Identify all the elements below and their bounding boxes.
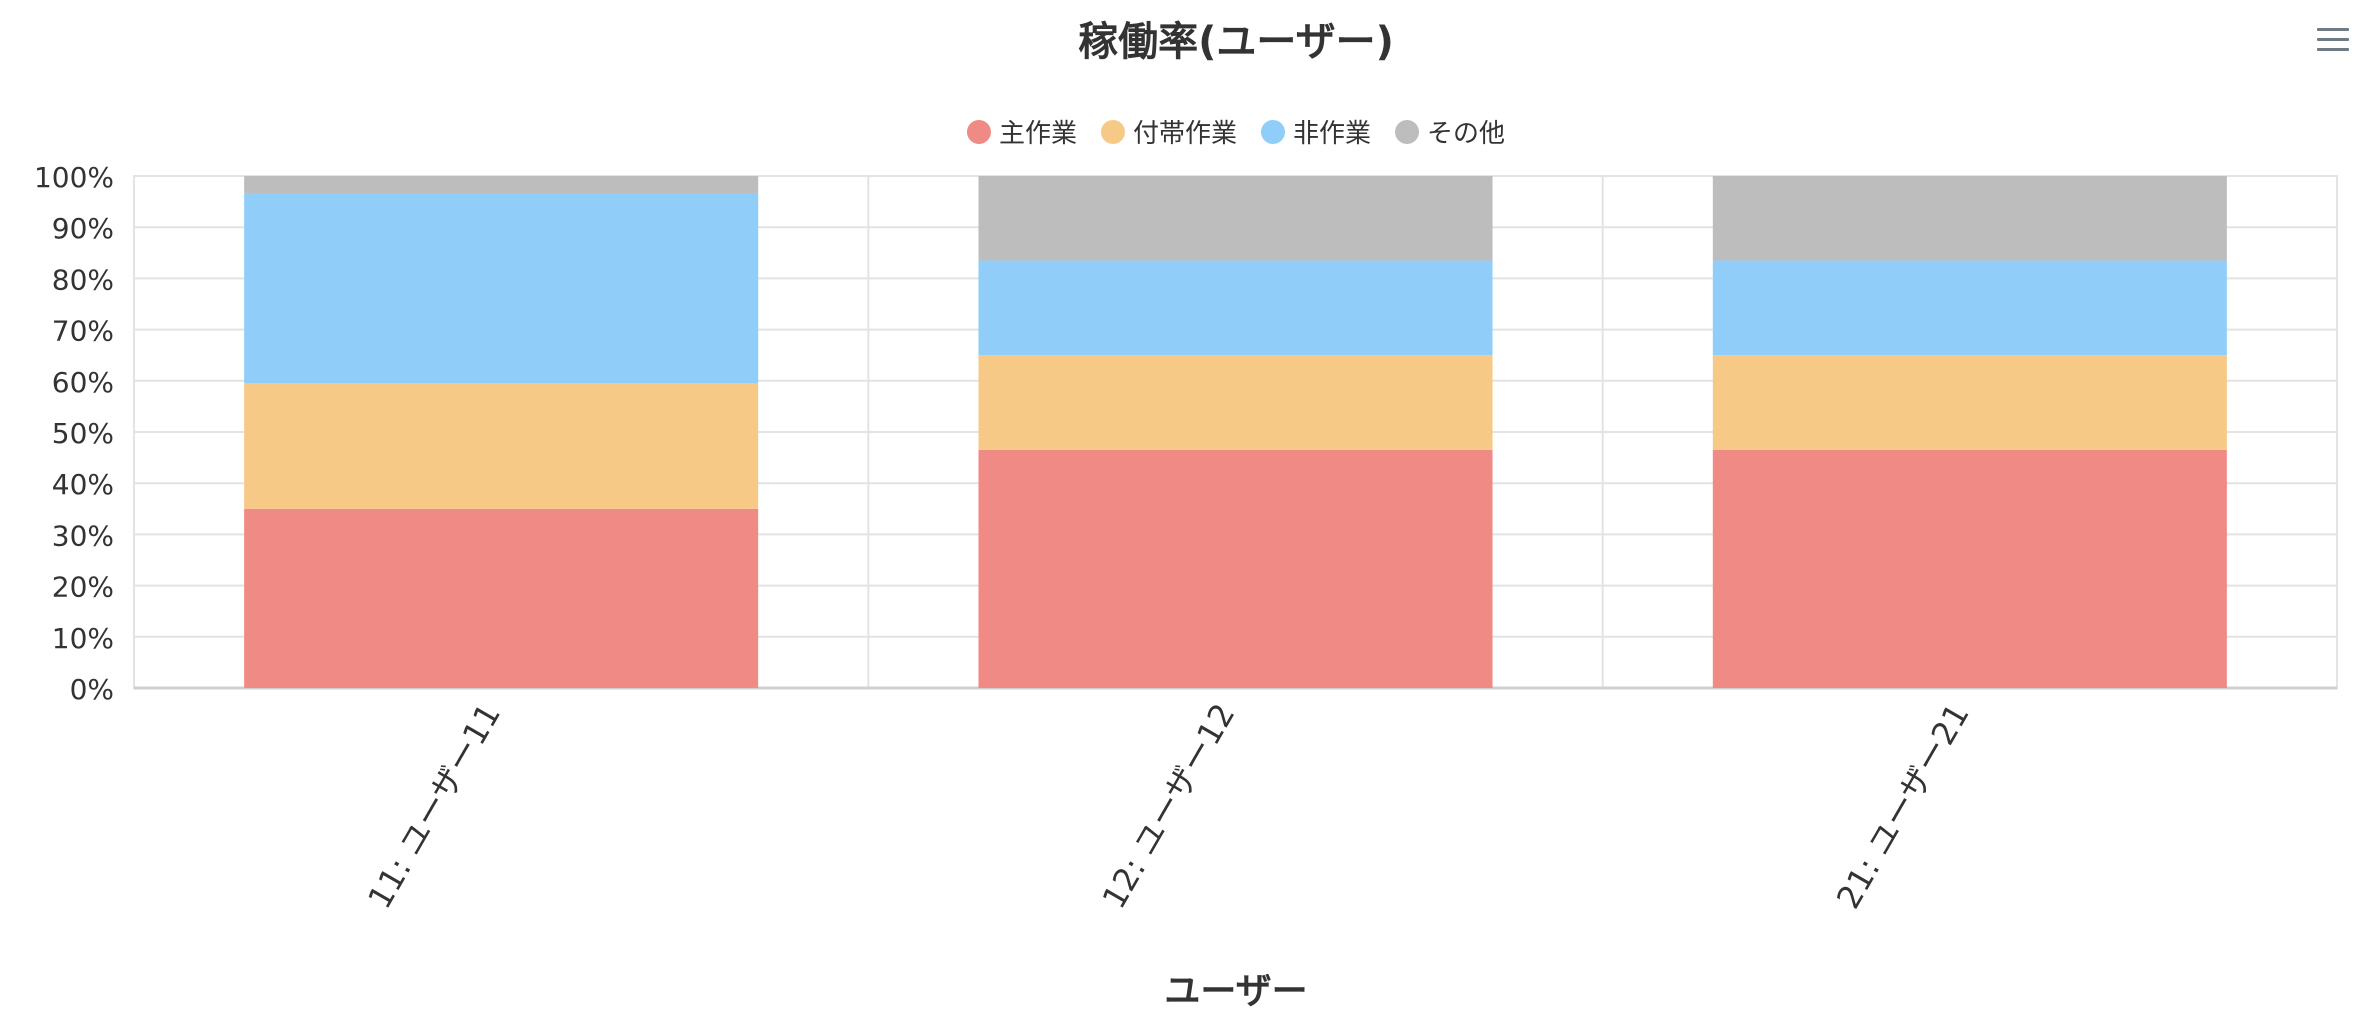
y-tick-label: 0% (70, 673, 114, 706)
y-tick-label: 100% (34, 161, 114, 194)
y-tick-label: 90% (52, 212, 114, 245)
x-tick-label: 11: ユーザー11 (360, 697, 508, 915)
x-axis-title: ユーザー (1164, 971, 1307, 1012)
menu-line (2317, 47, 2349, 51)
y-tick-label: 60% (52, 366, 114, 399)
y-tick-label: 10% (52, 622, 114, 655)
bar-segment[interactable] (978, 355, 1493, 450)
y-tick-label: 30% (52, 519, 114, 552)
legend-label: その他 (1427, 119, 1505, 149)
bar-segment[interactable] (1712, 355, 2227, 450)
legend-marker (1395, 120, 1420, 144)
x-tick-label: 12: ユーザー12 (1095, 697, 1243, 915)
legend-label: 主作業 (999, 119, 1077, 149)
bar-segment[interactable] (1712, 176, 2227, 261)
x-axis-ticks: 11: ユーザー11 12: ユーザー12 21: ユーザー21 (360, 697, 1976, 915)
legend-item[interactable]: 付帯作業 (1100, 119, 1237, 149)
legend-item[interactable]: 非作業 (1261, 119, 1371, 149)
legend: 主作業 付帯作業 非作業 その他 (966, 119, 1505, 149)
hamburger-menu-icon[interactable] (2310, 20, 2356, 58)
bar-segment[interactable] (244, 508, 759, 688)
bar-segment[interactable] (978, 449, 1493, 688)
menu-line (2317, 37, 2349, 41)
menu-line (2317, 27, 2349, 31)
x-tick-label: 21: ユーザー21 (1829, 697, 1977, 915)
y-tick-label: 50% (52, 417, 114, 450)
bars (244, 176, 2227, 688)
legend-label: 付帯作業 (1133, 119, 1237, 149)
bar-segment[interactable] (978, 176, 1493, 261)
y-axis-ticks: 0% 10% 20% 30% 40% 50% 60% 70% 80% 90% 100% (34, 161, 114, 706)
bar-segment[interactable] (1712, 260, 2227, 356)
legend-item[interactable]: その他 (1395, 119, 1505, 149)
legend-label: 非作業 (1293, 119, 1371, 149)
y-tick-label: 40% (52, 468, 114, 501)
chart-title: 稼働率(ユーザー) (1078, 19, 1394, 65)
bar-segment[interactable] (244, 383, 759, 509)
bar-segment[interactable] (244, 176, 759, 194)
bar-segment[interactable] (978, 260, 1493, 356)
y-tick-label: 70% (52, 315, 114, 348)
bar-segment[interactable] (1712, 449, 2227, 688)
legend-marker (1261, 120, 1285, 144)
bar-segment[interactable] (244, 193, 759, 384)
y-tick-label: 20% (52, 571, 114, 604)
legend-item[interactable]: 主作業 (966, 119, 1077, 149)
legend-marker (1100, 120, 1125, 144)
y-tick-label: 80% (52, 263, 114, 296)
legend-marker (966, 120, 991, 144)
